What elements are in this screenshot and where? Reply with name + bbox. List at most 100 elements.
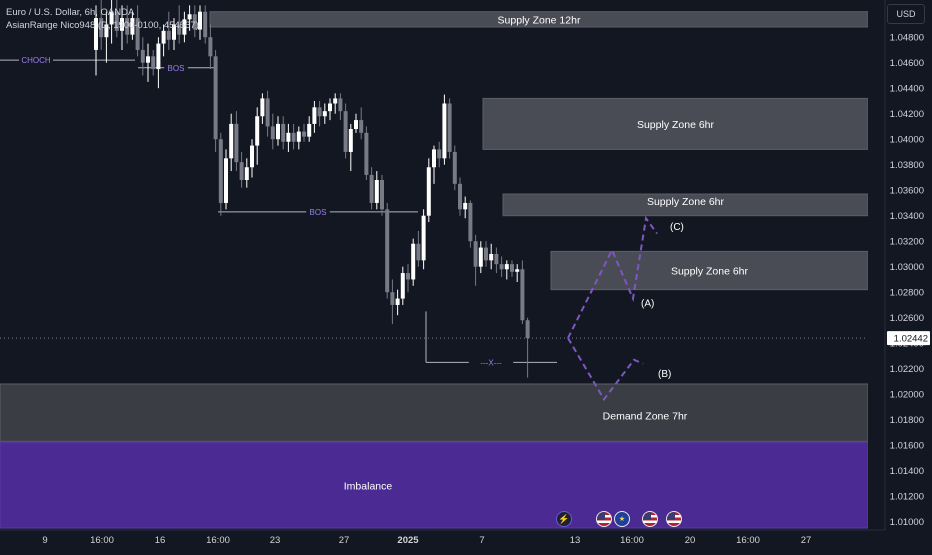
candle-body bbox=[94, 18, 98, 50]
us-flag-icon[interactable] bbox=[596, 511, 612, 527]
candle-body bbox=[328, 103, 332, 112]
time-tick: 16:00 bbox=[736, 535, 760, 546]
zone-label: Imbalance bbox=[344, 480, 393, 492]
candle-body bbox=[208, 37, 213, 57]
chart-annotation: CHOCH bbox=[21, 56, 51, 65]
candle-body bbox=[140, 49, 145, 63]
candle-body bbox=[385, 209, 390, 293]
candle-body bbox=[468, 202, 473, 242]
candle-body bbox=[250, 145, 254, 168]
candle-body bbox=[520, 269, 525, 321]
price-tick: 1.04000 bbox=[890, 135, 924, 146]
candle-body bbox=[114, 11, 119, 31]
candle-body bbox=[166, 30, 171, 40]
candle-body bbox=[198, 11, 202, 30]
candle-body bbox=[234, 123, 239, 163]
candle-body bbox=[499, 264, 504, 270]
candle-body bbox=[484, 247, 488, 261]
candle-body bbox=[104, 24, 109, 38]
candle-body bbox=[218, 139, 223, 203]
price-tick: 1.01200 bbox=[890, 492, 924, 503]
supply-zone bbox=[550, 250, 869, 291]
price-tick: 1.03400 bbox=[890, 211, 924, 222]
candle-body bbox=[265, 98, 270, 127]
candle-body bbox=[447, 103, 452, 152]
candle-body bbox=[478, 247, 483, 267]
candle-body bbox=[411, 243, 416, 280]
price-tick: 1.02600 bbox=[890, 313, 924, 324]
price-tick: 1.02800 bbox=[890, 288, 924, 299]
projection-path bbox=[567, 215, 658, 339]
demand-zone bbox=[0, 383, 869, 442]
candle-body bbox=[125, 18, 130, 35]
currency-button[interactable]: USD bbox=[887, 4, 925, 24]
candle-body bbox=[348, 129, 353, 152]
time-tick: 20 bbox=[685, 535, 696, 546]
annotation-bg bbox=[19, 54, 53, 67]
candle-body bbox=[182, 19, 187, 35]
candle-body bbox=[192, 14, 197, 30]
chart-annotation: (A) bbox=[641, 299, 654, 310]
time-tick: 27 bbox=[339, 535, 350, 546]
candle-body bbox=[151, 56, 156, 70]
candle-body bbox=[452, 151, 457, 184]
chart-annotation: BOS bbox=[310, 208, 327, 217]
candle-body bbox=[359, 120, 364, 133]
us-flag-icon[interactable] bbox=[666, 511, 682, 527]
candle-body bbox=[416, 243, 421, 261]
candle-body bbox=[515, 269, 520, 272]
projection-path bbox=[567, 337, 644, 402]
price-tick: 1.04200 bbox=[890, 109, 924, 120]
candle-body bbox=[463, 202, 468, 210]
candle-body bbox=[156, 43, 161, 70]
candle-body bbox=[213, 56, 218, 140]
annotation-bg bbox=[164, 61, 188, 74]
time-tick: 9 bbox=[42, 535, 47, 546]
candle-body bbox=[120, 18, 124, 31]
time-tick: 16 bbox=[155, 535, 166, 546]
candle-body bbox=[510, 264, 514, 272]
candle-body bbox=[296, 131, 301, 142]
zone-label: Supply Zone 6hr bbox=[647, 196, 725, 208]
candle-body bbox=[109, 11, 114, 25]
time-tick: 16:00 bbox=[90, 535, 114, 546]
candle-body bbox=[432, 149, 436, 168]
candle-body bbox=[390, 292, 395, 305]
candle-body bbox=[270, 126, 275, 140]
price-tick: 1.03600 bbox=[890, 186, 924, 197]
zone-label: Supply Zone 6hr bbox=[637, 119, 715, 131]
candle-body bbox=[239, 162, 244, 180]
candle-body bbox=[333, 98, 338, 104]
candle-body bbox=[442, 103, 447, 159]
lightning-icon[interactable]: ⚡ bbox=[556, 511, 572, 527]
eu-flag-icon[interactable]: ★ bbox=[614, 511, 630, 527]
candle-body bbox=[354, 120, 358, 129]
candle-body bbox=[255, 116, 260, 146]
candle-body bbox=[395, 298, 400, 305]
candle-body bbox=[286, 132, 291, 142]
chart-annotation: (C) bbox=[670, 222, 684, 233]
time-tick: 23 bbox=[270, 535, 281, 546]
candle-body bbox=[172, 24, 176, 40]
price-tick: 1.01600 bbox=[890, 441, 924, 452]
candle-body bbox=[161, 30, 166, 44]
candle-body bbox=[473, 241, 478, 267]
time-tick: 13 bbox=[570, 535, 581, 546]
candle-body bbox=[489, 253, 494, 261]
candle-body bbox=[291, 132, 296, 142]
price-tick: 1.01400 bbox=[890, 466, 924, 477]
candle-body bbox=[146, 56, 150, 63]
candle-body bbox=[260, 98, 265, 117]
price-tick: 1.03800 bbox=[890, 160, 924, 171]
price-tick: 1.04800 bbox=[890, 33, 924, 44]
candle-body bbox=[281, 123, 286, 142]
price-tick: 1.02200 bbox=[890, 364, 924, 375]
candle-body bbox=[187, 14, 192, 20]
candle-body bbox=[312, 107, 317, 124]
us-flag-icon[interactable] bbox=[642, 511, 658, 527]
time-axis-bg bbox=[0, 530, 932, 550]
annotation-bg bbox=[306, 205, 330, 218]
current-price-label: 1.02442 bbox=[894, 334, 928, 345]
